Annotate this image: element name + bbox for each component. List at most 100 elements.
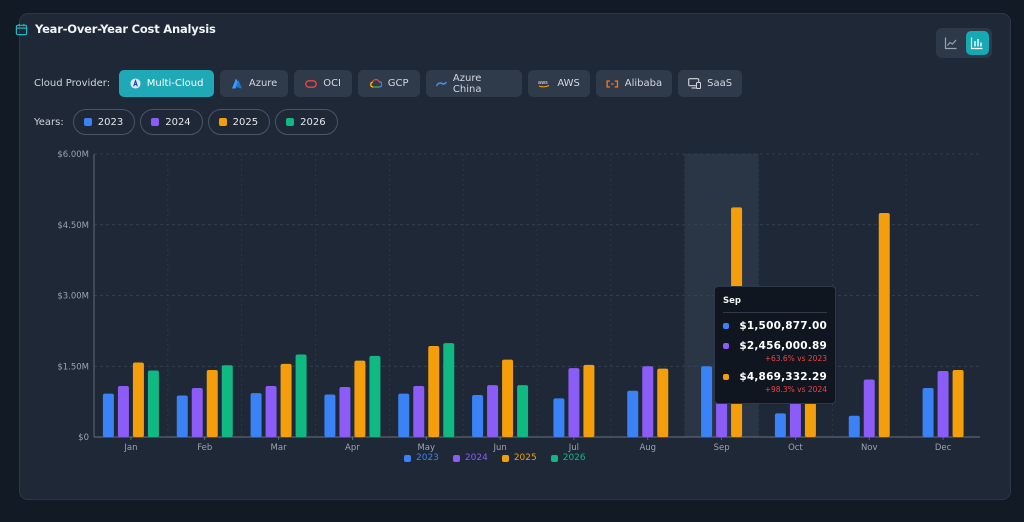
tooltip-value: $4,869,332.29	[739, 371, 827, 383]
tooltip-change: +98.3% vs 2024	[764, 385, 827, 394]
tooltip-row: $4,869,332.29	[723, 371, 827, 383]
bar-2025-jan	[132, 362, 144, 437]
chart-tooltip: Sep $1,500,877.00 $2,456,000.89 +63.6% v…	[714, 286, 836, 404]
year-swatch	[151, 118, 160, 126]
provider-label: SaaS	[707, 78, 733, 89]
provider-label: Azure	[248, 78, 278, 89]
tooltip-change: +63.6% vs 2023	[764, 354, 827, 363]
year-2026-chip[interactable]: 2026	[275, 109, 338, 135]
svg-text:aws: aws	[538, 80, 548, 86]
legend-label: 2023	[416, 453, 439, 463]
bar-2025-dec	[952, 370, 964, 437]
azure-china-icon	[436, 81, 447, 86]
bar-2025-aug	[657, 368, 669, 437]
bar-2026-feb	[221, 365, 233, 437]
bar-2024-dec	[937, 370, 949, 437]
bar-2025-feb	[206, 370, 218, 437]
calendar-icon	[15, 23, 28, 35]
bar-2025-jul	[583, 364, 595, 437]
bar-2023-jan	[102, 393, 114, 437]
tooltip-month: Sep	[723, 296, 827, 313]
x-tick-label: Aug	[639, 443, 656, 453]
legend-item-2024[interactable]: 2024	[452, 453, 488, 463]
provider-gcp-button[interactable]: GCP	[358, 70, 421, 97]
legend-label: 2024	[464, 453, 488, 463]
tooltip-swatch	[723, 323, 729, 329]
provider-multi-cloud-button[interactable]: Multi-Cloud	[119, 70, 215, 97]
gcp-icon	[369, 79, 382, 88]
bar-2025-nov	[878, 212, 890, 437]
saas-icon	[688, 78, 702, 89]
year-2025-chip[interactable]: 2025	[207, 109, 271, 135]
bar-2024-jun	[487, 385, 499, 437]
bar-2026-jan	[147, 370, 159, 437]
bar-2023-aug	[627, 390, 639, 437]
tooltip-value: $1,500,877.00	[739, 320, 827, 332]
cloud-provider-filter: Cloud Provider: Multi-Cloud Azure OCI GC…	[34, 70, 748, 97]
legend-swatch	[452, 454, 460, 462]
alibaba-icon	[606, 79, 619, 88]
azure-icon	[231, 78, 242, 89]
bar-2024-apr	[339, 387, 351, 437]
bar-2023-oct	[774, 413, 786, 437]
bar-2024-may	[413, 386, 425, 437]
x-tick-label: Jul	[568, 443, 579, 453]
legend-swatch	[501, 454, 509, 462]
y-tick-label: $4.50M	[57, 221, 89, 231]
aws-icon: aws	[538, 80, 550, 88]
tooltip-swatch	[723, 343, 729, 349]
legend-label: 2025	[513, 453, 537, 463]
year-label: 2026	[300, 116, 326, 128]
bar-2025-may	[428, 345, 440, 437]
tooltip-swatch	[723, 374, 729, 380]
bar-chart-button[interactable]	[965, 31, 989, 55]
provider-alibaba-button[interactable]: Alibaba	[596, 70, 673, 97]
bar-2023-may	[398, 393, 410, 437]
chart-legend: 2023 2024 2025 2026	[404, 453, 586, 463]
x-tick-label: Oct	[788, 443, 803, 453]
provider-oci-button[interactable]: OCI	[294, 70, 353, 97]
bar-2024-jul	[568, 368, 580, 437]
line-chart-icon	[944, 37, 957, 50]
tooltip-row: $1,500,877.00	[723, 320, 827, 332]
legend-label: 2026	[562, 453, 586, 463]
legend-item-2025[interactable]: 2025	[501, 453, 537, 463]
bar-2026-apr	[369, 355, 381, 437]
page-title: Year-Over-Year Cost Analysis	[35, 22, 216, 36]
provider-azure-button[interactable]: Azure	[220, 70, 289, 97]
tooltip-value: $2,456,000.89	[739, 340, 827, 352]
provider-aws-button[interactable]: aws AWS	[528, 70, 591, 97]
bar-2023-dec	[922, 387, 934, 437]
legend-item-2023[interactable]: 2023	[404, 453, 439, 463]
x-tick-label: Apr	[345, 443, 360, 453]
x-tick-label: Jan	[123, 443, 137, 453]
bar-2023-apr	[324, 394, 336, 437]
bar-2023-nov	[848, 415, 860, 437]
tooltip-row: $2,456,000.89	[723, 340, 827, 352]
legend-swatch	[550, 454, 558, 462]
year-2024-chip[interactable]: 2024	[140, 109, 203, 135]
bar-2023-feb	[176, 395, 188, 437]
bar-2024-jan	[117, 386, 129, 437]
provider-azure-china-button[interactable]: Azure China	[426, 70, 523, 97]
bar-2023-mar	[250, 393, 262, 437]
bar-2023-jul	[553, 398, 565, 437]
provider-saas-button[interactable]: SaaS	[678, 70, 743, 97]
bar-2026-jun	[517, 385, 529, 437]
year-2023-chip[interactable]: 2023	[72, 109, 136, 135]
bar-chart-icon	[971, 37, 983, 50]
provider-label: AWS	[557, 78, 580, 89]
line-chart-button[interactable]	[939, 31, 963, 55]
y-tick-label: $6.00M	[57, 150, 89, 160]
bar-2025-mar	[280, 363, 292, 437]
y-tick-label: $1.50M	[57, 362, 89, 372]
legend-item-2026[interactable]: 2026	[550, 453, 586, 463]
x-tick-label: Sep	[714, 443, 730, 453]
bar-2024-feb	[191, 387, 203, 437]
provider-label: GCP	[387, 78, 409, 89]
chart-type-toggle	[936, 28, 992, 58]
x-tick-label: Nov	[861, 443, 878, 453]
bar-2026-may	[443, 343, 455, 437]
year-label: 2025	[232, 116, 259, 128]
year-label: 2024	[165, 116, 191, 128]
